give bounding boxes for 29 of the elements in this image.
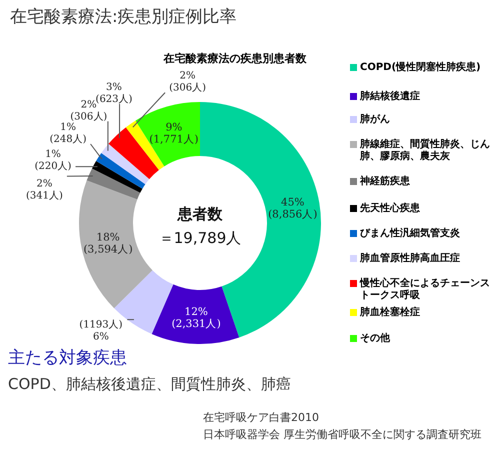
text: 日本呼吸器学会 厚生労働省呼吸不全に関する調査研究班 [203,428,482,441]
text: 在宅呼吸ケア白書2010 [203,411,319,424]
legend-label: びまん性汎細気管支炎 [360,228,460,240]
chart-title: 在宅酸素療法:疾患別症例比率 [10,7,237,27]
data-label: (1193人) 6% [79,319,123,342]
legend-label: その他 [360,333,390,345]
legend-label: 先天性心疾患 [360,203,420,215]
data-label: 2% (341人) [26,178,63,202]
legend-label: 慢性心不全によるチェーンストークス呼吸 [360,278,491,302]
legend-label: COPD(慢性閉塞性肺疾患) [360,62,481,74]
data-label: 18% (3,594人) [83,232,133,256]
data-label: 1% (220人) [34,148,72,172]
text: ＝19,789人 [158,229,242,247]
text: 患者数 [176,205,224,223]
legend-label: 肺がん [360,114,390,126]
legend-label: 肺結核後遺症 [360,91,420,103]
text: COPD、肺結核後遺症、間質性肺炎、肺癌 [8,375,291,393]
text: 主たる対象疾患 [8,348,127,368]
data-label: 2% (306人) [169,70,206,94]
data-label: 1% (248人) [50,122,87,145]
legend-label: 神経筋疾患 [360,176,410,188]
data-label: 45% (8,856人) [268,196,318,221]
legend-label: 肺血栓塞栓症 [360,307,420,319]
data-label: 9% (1,771人) [149,122,199,146]
data-label: 12% (2,331人) [172,306,221,330]
legend-label: 肺血管原性肺高血圧症 [360,253,460,265]
chart-subtitle: 在宅酸素療法の疾患別患者数 [162,52,308,65]
legend-label: 肺線維症、間質性肺炎、じん肺、膠原病、農夫灰 [360,139,491,163]
data-label: 3% (623人) [96,82,133,105]
